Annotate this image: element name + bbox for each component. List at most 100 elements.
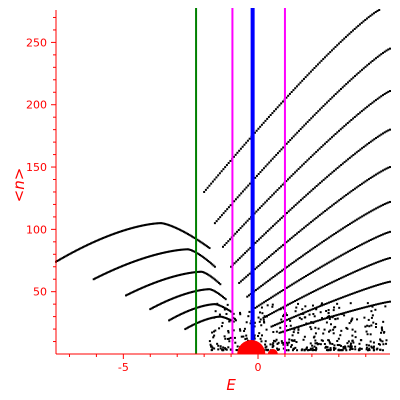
data-point — [324, 238, 327, 241]
data-point — [343, 311, 346, 314]
data-point — [281, 269, 284, 272]
data-point — [378, 134, 381, 137]
data-point — [380, 282, 383, 285]
data-point — [355, 246, 358, 249]
data-point — [108, 270, 111, 273]
data-point — [246, 295, 249, 298]
data-point — [385, 339, 388, 342]
data-point — [376, 135, 379, 138]
data-point — [295, 341, 298, 344]
data-point — [334, 132, 337, 135]
data-point — [328, 317, 331, 320]
data-point — [276, 342, 279, 345]
data-point — [303, 124, 306, 127]
data-point — [150, 222, 153, 225]
data-point — [213, 278, 216, 281]
data-point — [366, 305, 369, 308]
data-point — [302, 312, 305, 315]
data-point — [359, 111, 362, 114]
data-point — [305, 252, 308, 255]
data-point — [317, 215, 320, 218]
data-point — [334, 45, 337, 48]
data-point — [334, 314, 337, 317]
data-point — [355, 151, 358, 154]
data-point — [260, 285, 263, 288]
data-point — [295, 85, 298, 88]
data-point — [274, 340, 277, 343]
data-point — [263, 301, 266, 304]
data-point — [162, 278, 165, 281]
data-point — [189, 248, 192, 251]
data-point — [107, 234, 110, 237]
data-point — [214, 310, 217, 313]
data-point — [343, 295, 346, 298]
data-point — [77, 248, 80, 251]
data-point — [228, 337, 231, 340]
data-point — [254, 176, 257, 179]
data-point — [213, 222, 216, 225]
data-point — [154, 253, 157, 256]
data-point — [272, 192, 275, 195]
data-point — [191, 271, 194, 274]
data-point — [352, 247, 355, 250]
data-point — [247, 184, 250, 187]
data-point — [165, 277, 168, 280]
data-point — [369, 14, 372, 17]
data-point — [285, 325, 288, 328]
data-point — [245, 250, 248, 253]
data-point — [343, 125, 346, 128]
data-point — [328, 315, 331, 318]
data-point — [208, 261, 211, 264]
data-point — [339, 128, 342, 131]
data-point — [333, 344, 336, 347]
data-point — [226, 317, 229, 320]
data-point — [325, 208, 328, 211]
data-point — [358, 23, 361, 26]
data-point — [364, 65, 367, 68]
data-point — [162, 222, 165, 225]
data-point — [220, 315, 223, 318]
data-point — [354, 330, 357, 333]
data-point — [297, 325, 300, 328]
data-point — [373, 262, 376, 265]
data-point — [264, 346, 267, 349]
data-point — [215, 316, 218, 319]
data-point — [362, 20, 365, 23]
data-point — [294, 310, 297, 313]
data-point — [197, 239, 200, 242]
data-point — [275, 338, 278, 341]
data-point — [254, 289, 257, 292]
data-point — [296, 280, 299, 283]
data-point — [178, 294, 181, 297]
data-point — [79, 247, 82, 250]
data-point — [362, 306, 365, 309]
data-point — [314, 332, 317, 335]
data-point — [204, 318, 207, 321]
data-point — [315, 308, 318, 311]
data-point — [327, 207, 330, 210]
data-point — [151, 282, 154, 285]
data-point — [371, 238, 374, 241]
data-point — [302, 77, 305, 80]
data-point — [203, 243, 206, 246]
data-point — [329, 342, 332, 345]
data-point — [177, 249, 180, 252]
data-point — [303, 276, 306, 279]
data-point — [192, 307, 195, 310]
data-point — [285, 180, 288, 183]
data-point — [85, 244, 88, 247]
data-point — [139, 224, 142, 227]
data-point — [244, 338, 247, 341]
data-point — [207, 303, 210, 306]
data-point — [280, 185, 283, 188]
data-point — [355, 114, 358, 117]
data-point — [164, 222, 167, 225]
data-point — [154, 222, 157, 225]
data-point — [306, 159, 309, 162]
data-point — [294, 326, 297, 329]
data-point — [348, 310, 351, 313]
data-point — [265, 281, 268, 284]
y-tick-label: 150 — [26, 161, 47, 174]
data-point — [238, 257, 241, 260]
data-point — [374, 57, 377, 60]
